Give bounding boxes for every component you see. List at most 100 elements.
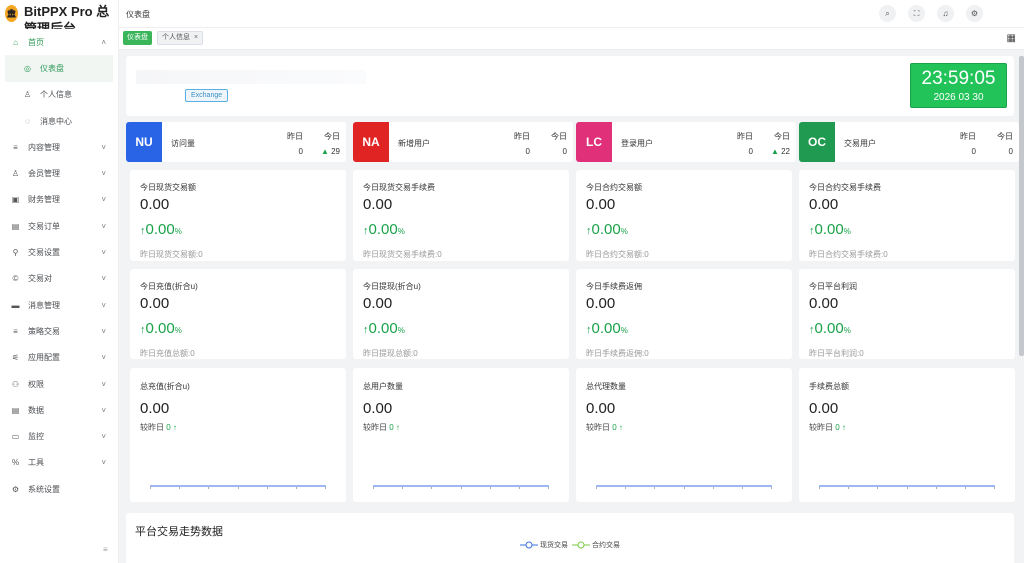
chevron-down-icon: ˅ xyxy=(101,248,106,258)
metric-change-value: 0.00 xyxy=(368,221,398,238)
stat-yesterday: 昨日 0 xyxy=(287,131,303,156)
tab-dashboard[interactable]: 仪表盘 xyxy=(123,31,152,45)
metric-change-value: 0.00 xyxy=(591,320,621,337)
metric-change: ↑0.00% xyxy=(140,320,182,337)
sidebar-item-8[interactable]: ⚲ 交易设置 ˅ xyxy=(0,239,118,265)
percent-unit: % xyxy=(843,326,851,335)
metric-change: ↑0.00% xyxy=(363,320,405,337)
sidebar-item-label: 交易设置 xyxy=(28,248,60,258)
metric-label: 今日合约交易手续费 xyxy=(809,183,881,192)
stat-box: NU 访问量 昨日 0 今日 ▲ 29 xyxy=(126,122,346,162)
metric-change-value: 0.00 xyxy=(814,221,844,238)
chevron-down-icon: ˅ xyxy=(101,458,106,468)
sidebar-item-4[interactable]: ≡ 内容管理 ˅ xyxy=(0,134,118,160)
sidebar-item-6[interactable]: ▣ 财务管理 ˅ xyxy=(0,187,118,213)
stat-today-number: 0 xyxy=(562,147,567,156)
stat-today-header: 今日 xyxy=(774,132,790,141)
legend-spot[interactable]: 现货交易 xyxy=(520,540,568,550)
sidebar-item-2[interactable]: ♙ 个人信息 xyxy=(0,82,118,108)
metric-value: 0.00 xyxy=(586,400,616,417)
stat-code: NU xyxy=(126,122,162,162)
metric-change-value: 0.00 xyxy=(368,320,398,337)
percent-unit: % xyxy=(174,326,182,335)
metric-label: 总用户数量 xyxy=(363,382,403,391)
stat-today: 今日 ▲ 22 xyxy=(764,131,790,156)
compare-value: 0 xyxy=(166,423,171,432)
blurred-welcome-text xyxy=(136,70,366,84)
percent-unit: % xyxy=(174,227,182,236)
metric-change-value: 0.00 xyxy=(145,221,175,238)
legend-contract[interactable]: 合约交易 xyxy=(572,540,620,550)
sidebar-item-1[interactable]: ◎ 仪表盘 xyxy=(5,55,113,82)
sidebar-item-5[interactable]: ♙ 会员管理 ˅ xyxy=(0,160,118,186)
sidebar-item-13[interactable]: ⚇ 权限 ˅ xyxy=(0,371,118,397)
sidebar-item-9[interactable]: © 交易对 ˅ xyxy=(0,266,118,292)
sidebar-item-11[interactable]: ≡ 策略交易 ˅ xyxy=(0,318,118,344)
arrow-up-icon: ↑ xyxy=(140,324,146,336)
metric-compare: 较昨日 0 ↑ xyxy=(140,422,177,433)
sidebar: 🏛 BitPPX Pro 总管理后台 ⌂ 首页 ˄ ◎ 仪表盘 ♙ 个人信息 ◌ 消息中心 ≡ 内容… xyxy=(0,0,119,563)
metric-footnote: 昨日充值总额:0 xyxy=(140,349,195,358)
metric-change-value: 0.00 xyxy=(591,221,621,238)
metric-compare: 较昨日 0 ↑ xyxy=(586,422,623,433)
clock-date: 2026 03 30 xyxy=(933,92,984,103)
metric-label: 今日手续费返佣 xyxy=(586,282,642,291)
stat-today-value: 0 xyxy=(541,147,567,156)
metric-value: 0.00 xyxy=(363,295,393,312)
grid-menu-icon[interactable]: ▦ xyxy=(1006,33,1016,44)
tab-profile[interactable]: 个人信息 × xyxy=(157,31,204,45)
metric-change: ↑0.00% xyxy=(586,320,628,337)
sidebar-item-12[interactable]: ⚟ 应用配置 ˅ xyxy=(0,345,118,371)
metric-compare: 较昨日 0 ↑ xyxy=(363,422,400,433)
metric-card: 今日平台利润 0.00 ↑0.00% 昨日平台利润:0 xyxy=(799,269,1015,359)
sidebar-item-0[interactable]: ⌂ 首页 ˄ xyxy=(0,29,118,55)
sidebar-item-15[interactable]: ▭ 监控 ˅ xyxy=(0,423,118,449)
config-icon: ⚟ xyxy=(11,353,20,363)
bell-icon[interactable]: ♫ xyxy=(937,5,954,22)
stat-box: NA 新增用户 昨日 0 今日 0 xyxy=(353,122,573,162)
sidebar-item-16[interactable]: % 工具 ˅ xyxy=(0,450,118,476)
breadcrumb[interactable]: 仪表盘 xyxy=(126,10,150,19)
app-logo[interactable]: 🏛 BitPPX Pro 总管理后台 xyxy=(0,0,118,29)
legend-spot-label: 现货交易 xyxy=(540,542,568,549)
page-scrollbar[interactable] xyxy=(1019,56,1024,356)
exchange-tag[interactable]: Exchange xyxy=(185,89,229,102)
metric-label: 今日充值(折合u) xyxy=(140,282,198,291)
sidebar-item-7[interactable]: ▤ 交易订单 ˅ xyxy=(0,213,118,239)
stat-today: 今日 0 xyxy=(987,131,1013,156)
sidebar-item-17[interactable]: ⚙ 系统设置 xyxy=(0,476,118,502)
bank-icon: 🏛 xyxy=(5,5,18,22)
sidebar-item-label: 策略交易 xyxy=(28,326,60,336)
metric-card: 总用户数量 0.00 较昨日 0 ↑ xyxy=(353,368,569,502)
metric-change: ↑0.00% xyxy=(363,221,405,238)
metric-value: 0.00 xyxy=(363,196,393,213)
metric-card: 今日提现(折合u) 0.00 ↑0.00% 昨日提现总额:0 xyxy=(353,269,569,359)
gear-icon[interactable]: ⚙ xyxy=(966,5,983,22)
trend-title: 平台交易走势数据 xyxy=(135,526,223,538)
sidebar-item-label: 工具 xyxy=(28,458,44,468)
search-icon[interactable]: ⌕ xyxy=(879,5,896,22)
sidebar-item-10[interactable]: ▬ 消息管理 ˅ xyxy=(0,292,118,318)
metric-card: 今日合约交易手续费 0.00 ↑0.00% 昨日合约交易手续费:0 xyxy=(799,170,1015,261)
message-icon: ◌ xyxy=(25,116,30,126)
metric-label: 总代理数量 xyxy=(586,382,626,391)
stat-yesterday-header: 昨日 xyxy=(287,132,303,141)
settings-icon: ⚙ xyxy=(11,484,20,494)
stat-today-number: 22 xyxy=(781,147,790,156)
sidebar-item-14[interactable]: ▤ 数据 ˅ xyxy=(0,397,118,423)
close-icon[interactable]: × xyxy=(194,34,199,41)
arrow-up-icon: ↑ xyxy=(395,423,400,432)
chevron-down-icon: ˅ xyxy=(101,379,106,389)
arrow-up-icon: ↑ xyxy=(809,324,815,336)
clock-time: 23:59:05 xyxy=(921,68,996,89)
metric-card: 今日现货交易额 0.00 ↑0.00% 昨日现货交易额:0 xyxy=(130,170,346,261)
sidebar-item-3[interactable]: ◌ 消息中心 xyxy=(0,108,118,134)
metric-footnote: 昨日现货交易手续费:0 xyxy=(363,250,442,259)
chevron-down-icon: ˅ xyxy=(101,169,106,179)
sidebar-item-label: 应用配置 xyxy=(28,353,60,363)
monitor-icon: ▭ xyxy=(11,432,20,442)
collapse-sidebar-icon[interactable]: ≡ xyxy=(103,545,108,554)
fullscreen-icon[interactable]: ⛶ xyxy=(908,5,925,22)
compare-value: 0 xyxy=(835,423,840,432)
metric-label: 今日平台利润 xyxy=(809,282,857,291)
